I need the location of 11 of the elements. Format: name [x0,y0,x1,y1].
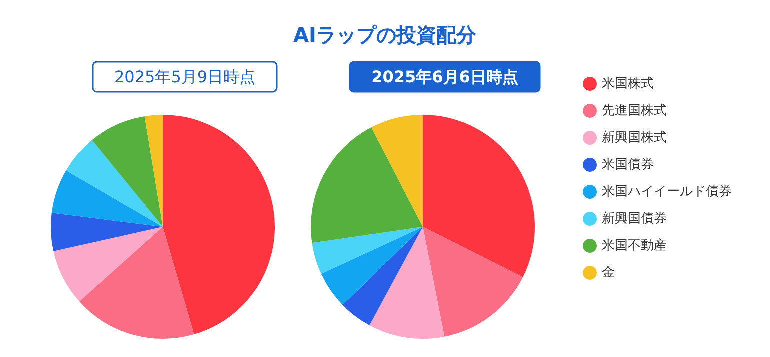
legend-label: 米国株式 [602,76,654,92]
legend-label: 先進国株式 [602,104,667,118]
legend-label: 新興国債券 [602,212,667,226]
legend-label: 米国ハイイールド債券 [602,184,732,200]
legend-label: 米国債券 [602,158,654,172]
slice-label: 2025年6月6日時点 [372,68,518,86]
legend-label: 米国不動産 [602,238,667,254]
chart-title: AIラップの投資配分 [294,23,478,47]
legend-label: 金 [602,266,615,280]
legend-label: 新興国株式 [602,130,667,146]
slice-label: 2025年5月9日時点 [114,68,256,86]
